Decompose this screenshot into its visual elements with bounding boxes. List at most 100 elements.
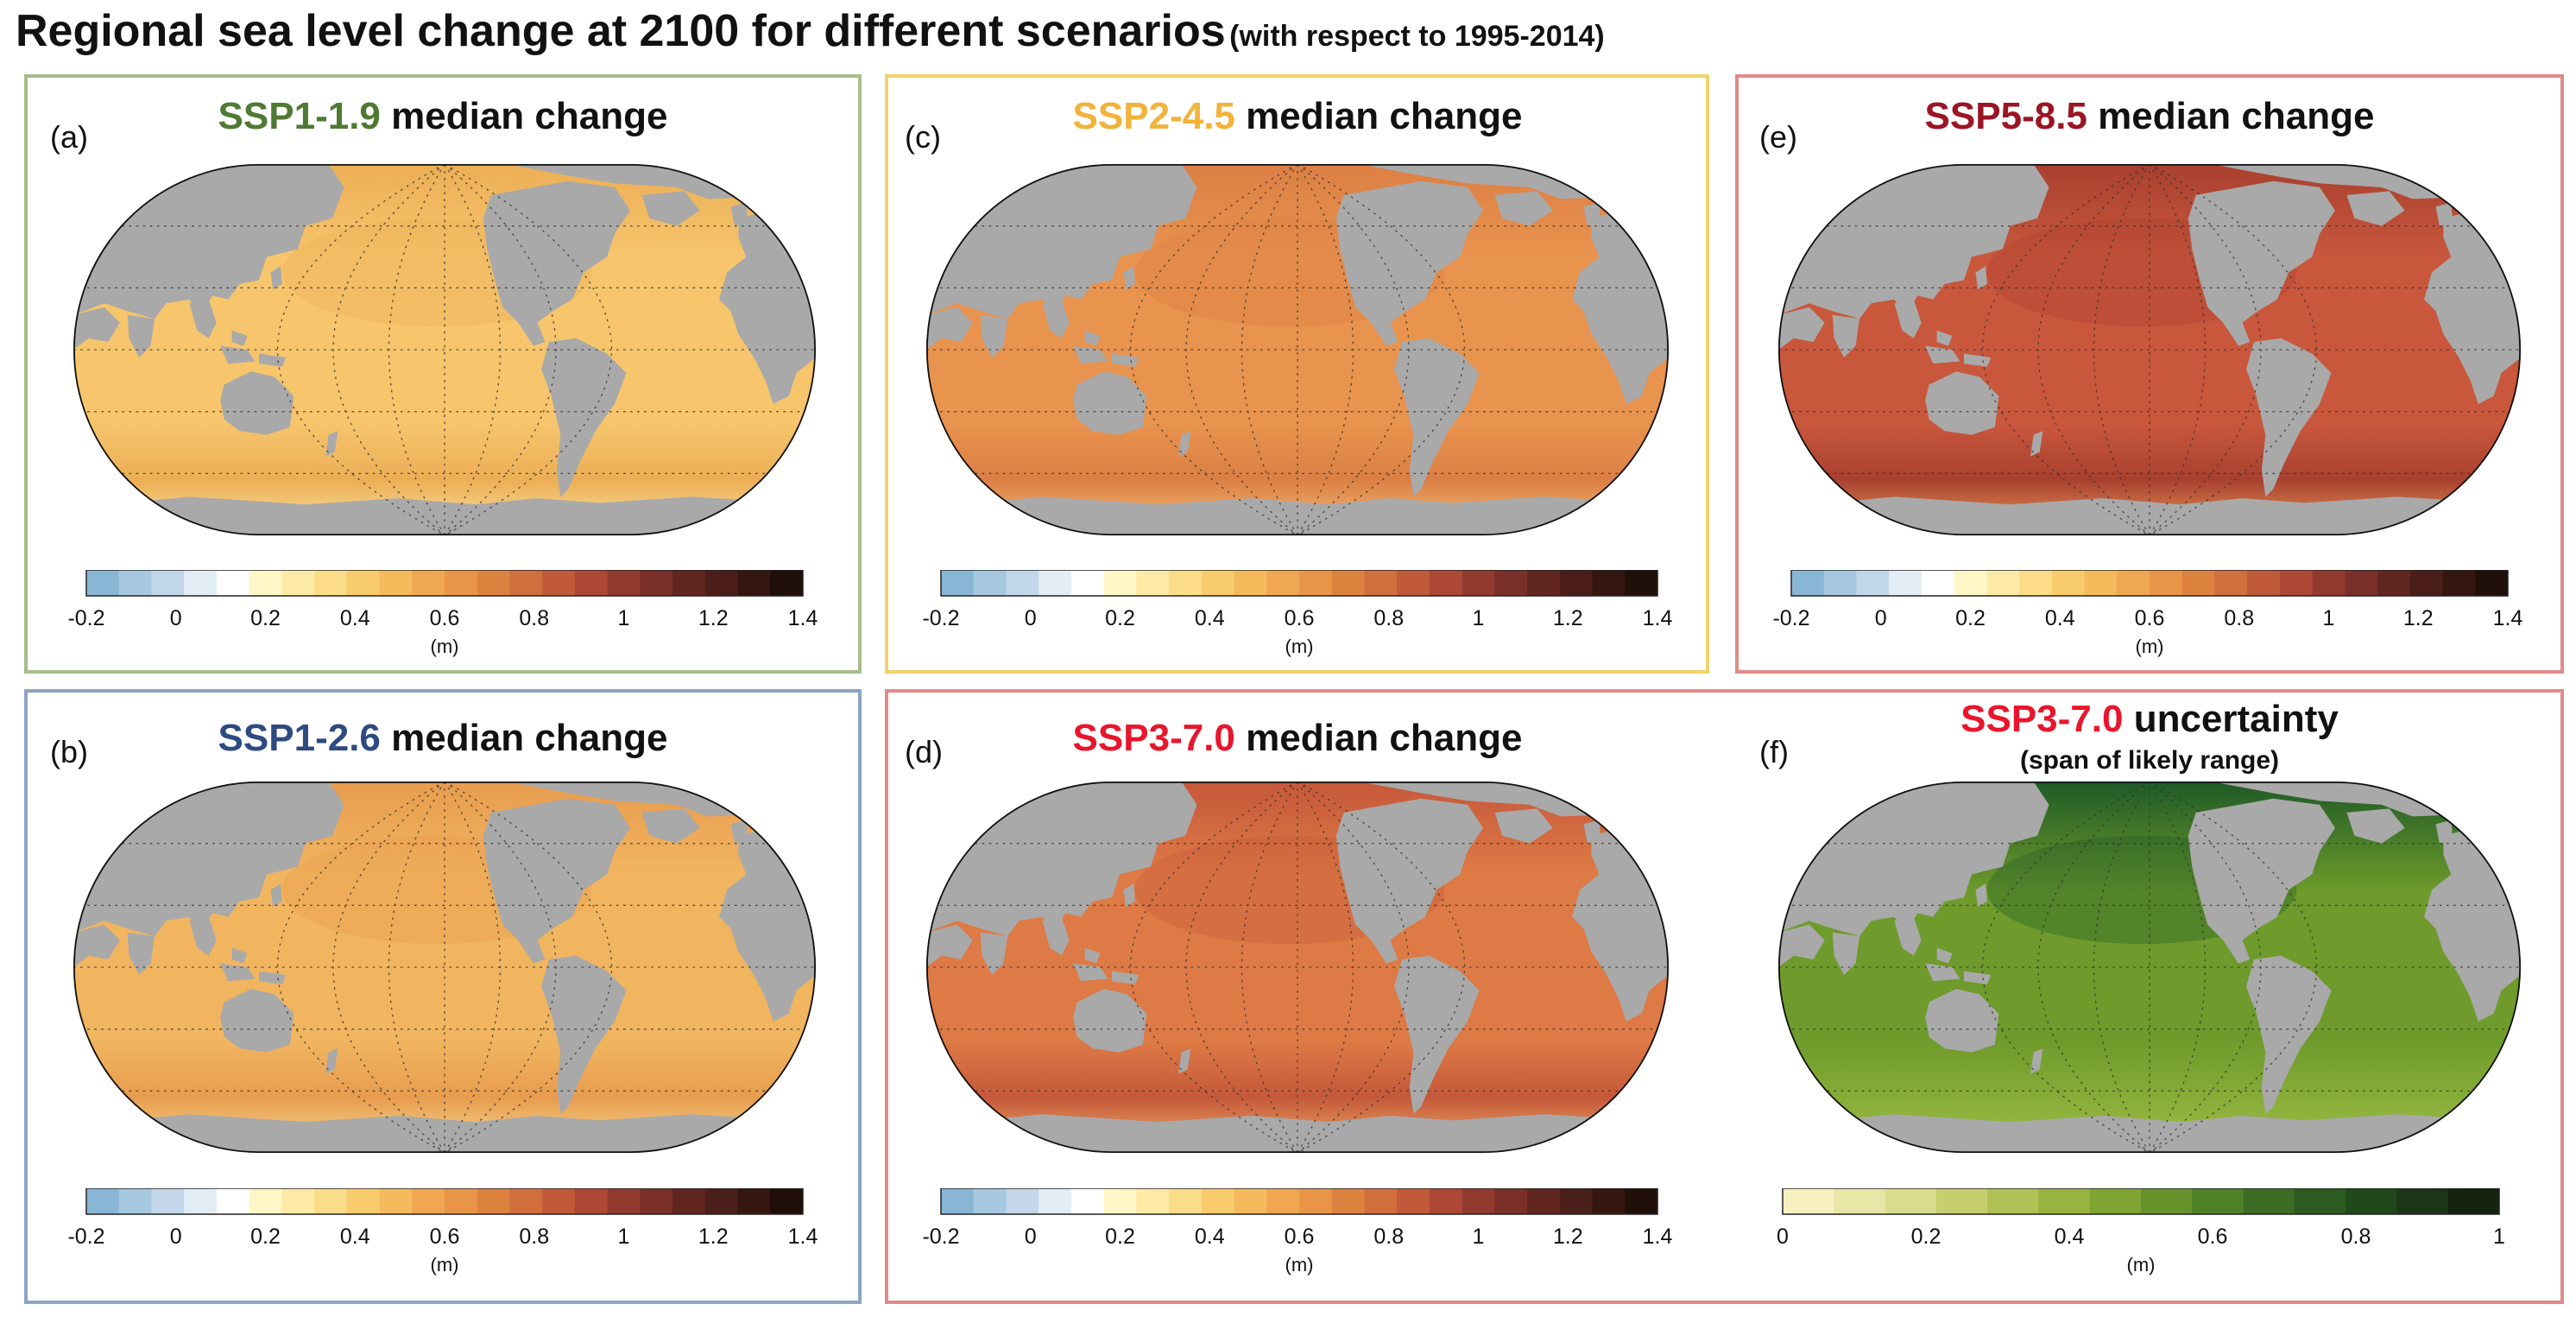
- colorbar-swatch: [2409, 570, 2444, 596]
- colorbar-tick-label: 0.6: [430, 1225, 460, 1249]
- colorbar-swatch: [412, 570, 445, 596]
- map-outline: [926, 782, 1669, 1153]
- colorbar-tick-label: 1.4: [1643, 1225, 1673, 1249]
- colorbar-tick-label: 0.4: [2045, 606, 2075, 630]
- colorbar-swatch: [1987, 1188, 2039, 1214]
- colorbar-swatch: [1039, 570, 1072, 596]
- colorbar-unit: (m): [1285, 636, 1314, 657]
- colorbar-tick-label: 0.4: [2055, 1225, 2085, 1249]
- colorbar-swatch: [86, 570, 120, 596]
- panel-title-suffix: median change: [1246, 717, 1523, 759]
- colorbar-swatch: [1103, 570, 1137, 596]
- colorbar-tick-label: 0.6: [1285, 1225, 1315, 1249]
- colorbar-c: -0.2 0 0.2 0.4 0.6 0.8 1 1.2 1.4 (m): [922, 570, 1672, 657]
- colorbar-swatch: [314, 570, 348, 596]
- colorbar-tick-label: 0.2: [250, 1225, 281, 1249]
- colorbar-swatch: [2294, 1188, 2346, 1214]
- colorbar-swatch: [1103, 1188, 1137, 1214]
- colorbar-swatch: [1791, 570, 1825, 596]
- frame-ssp370-pair: [885, 689, 2564, 1304]
- colorbar-swatch: [118, 570, 152, 596]
- colorbar-swatch: [1006, 1188, 1039, 1214]
- colorbar-swatch: [151, 570, 185, 596]
- colorbar-swatch: [1331, 570, 1365, 596]
- colorbar-border: [1790, 570, 2509, 597]
- panel-label-c: (c): [905, 119, 941, 155]
- colorbar-swatch: [973, 570, 1007, 596]
- colorbar-tick-label: 1.2: [698, 606, 729, 630]
- main-title-text: Regional sea level change at 2100 for di…: [16, 6, 1226, 56]
- colorbar-swatch: [2051, 570, 2086, 596]
- frame-ssp119: [24, 74, 862, 674]
- colorbar-tick-label: 0: [170, 606, 182, 630]
- panel-label-f: (f): [1759, 734, 1789, 769]
- colorbar-tick-label: 0.8: [519, 606, 549, 630]
- colorbar-swatch: [118, 1188, 152, 1214]
- colorbar-swatch: [2447, 1188, 2500, 1214]
- colorbar-tick-label: 1.2: [1553, 1225, 1583, 1249]
- colorbar-swatch: [1234, 1188, 1267, 1214]
- colorbar-swatch: [607, 570, 641, 596]
- colorbar-border: [940, 1188, 1658, 1215]
- panel-title-a: SSP1-1.9 median change: [218, 95, 668, 138]
- colorbar-swatch: [1039, 1188, 1072, 1214]
- colorbar-border: [85, 570, 804, 597]
- colorbar-swatch: [249, 1188, 282, 1214]
- colorbar-tick-label: -0.2: [67, 606, 104, 630]
- colorbar-swatch: [1856, 570, 1890, 596]
- panel-label-b: (b): [50, 734, 88, 769]
- colorbar-swatch: [1592, 570, 1626, 596]
- colorbar-swatch: [1397, 1188, 1430, 1214]
- graticule: [1778, 782, 2521, 1153]
- colorbar-tick-label: 0: [1875, 606, 1887, 630]
- colorbar-swatch: [2141, 1188, 2193, 1214]
- colorbar-swatch: [704, 1188, 739, 1214]
- colorbar-tick-label: 0.6: [430, 606, 460, 630]
- world-map-c: [926, 164, 1669, 535]
- scenario-name: SSP3-7.0: [1072, 717, 1235, 759]
- colorbar-e: -0.2 0 0.2 0.4 0.6 0.8 1 1.2 1.4 (m): [1772, 570, 2523, 657]
- scenario-name: SSP1-1.9: [218, 95, 381, 137]
- map-outline: [1778, 164, 2521, 535]
- panel-title-e: SSP5-8.5 median change: [1925, 95, 2375, 138]
- colorbar-tick-label: -0.2: [922, 606, 959, 630]
- colorbar-swatch: [672, 570, 706, 596]
- main-title-reference-period: (with respect to 1995-2014): [1229, 20, 1605, 53]
- colorbar-swatch: [1266, 570, 1300, 596]
- colorbar-swatch: [640, 570, 673, 596]
- colorbar-swatch: [1834, 1188, 1886, 1214]
- colorbar-swatch: [704, 570, 739, 596]
- colorbar-swatch: [1429, 570, 1463, 596]
- colorbar-swatch: [1201, 570, 1235, 596]
- colorbar-swatch: [1527, 570, 1561, 596]
- panel-title-d: SSP3-7.0 median change: [1073, 717, 1523, 760]
- colorbar-tick-label: 0.8: [1373, 606, 1404, 630]
- colorbar-swatch: [509, 570, 543, 596]
- colorbar-swatch: [1169, 1188, 1203, 1214]
- colorbar-swatch: [672, 1188, 706, 1214]
- main-title: Regional sea level change at 2100 for di…: [16, 5, 1605, 66]
- scenario-name: SSP2-4.5: [1072, 95, 1235, 137]
- map-outline: [73, 782, 816, 1153]
- colorbar-swatch: [1921, 570, 1955, 596]
- colorbar-tick-label: -0.2: [922, 1225, 959, 1249]
- colorbar-swatch: [542, 570, 576, 596]
- colorbar-swatch: [973, 1188, 1007, 1214]
- colorbar-swatch: [1783, 1188, 1834, 1214]
- colorbar-swatch: [379, 570, 413, 596]
- colorbar-tick-label: 0.2: [1105, 1225, 1135, 1249]
- colorbar-swatch: [2475, 570, 2509, 596]
- colorbar-tick-label: 0.8: [2224, 606, 2254, 630]
- colorbar-swatch: [509, 1188, 543, 1214]
- panel-title-suffix: median change: [1246, 95, 1523, 137]
- world-map-e: [1778, 164, 2521, 535]
- panel-title-suffix: median change: [2098, 95, 2375, 137]
- colorbar-border: [940, 570, 1658, 597]
- colorbar-swatch: [2150, 570, 2183, 596]
- colorbar-swatch: [1986, 570, 2020, 596]
- scenario-name: SSP1-2.6: [218, 717, 381, 759]
- colorbar-tick-label: 1.4: [2493, 606, 2523, 630]
- colorbar-swatch: [574, 1188, 609, 1214]
- frame-ssp126: [24, 689, 862, 1304]
- colorbar-tick-label: 0.8: [2341, 1225, 2371, 1249]
